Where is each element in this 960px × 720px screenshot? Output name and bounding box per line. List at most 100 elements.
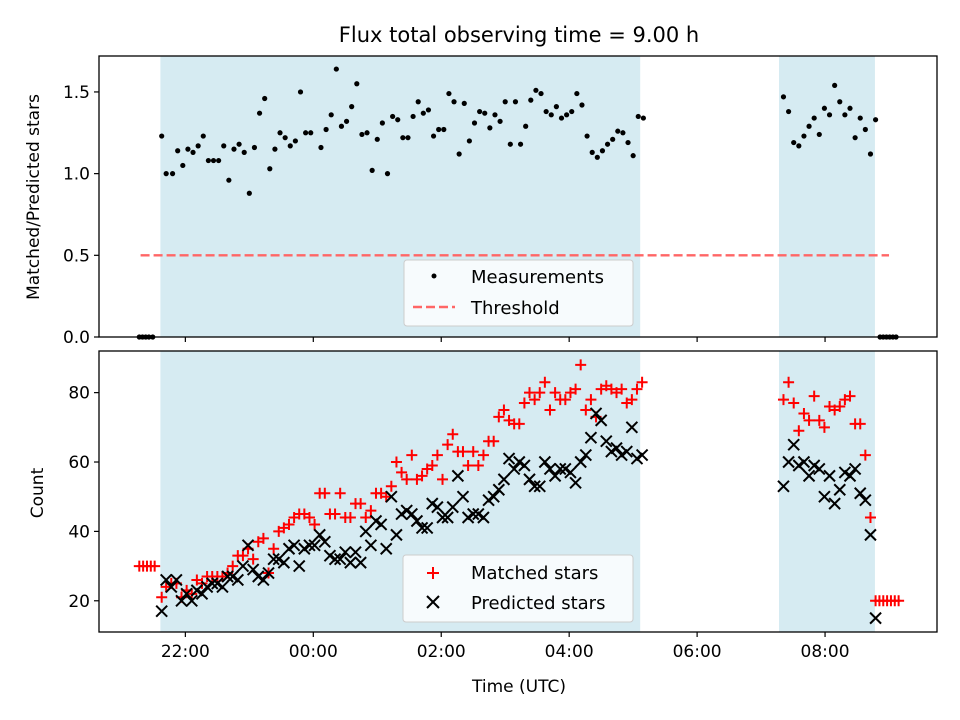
matched-star-point [457, 446, 469, 458]
predicted-star-point [554, 462, 567, 476]
predicted-star-point [236, 559, 250, 573]
predicted-star-point [354, 556, 367, 569]
predicted-star-point [635, 448, 649, 462]
measurement-point [175, 148, 181, 154]
legend-threshold-label: Threshold [470, 298, 560, 319]
matched-star-point [431, 449, 443, 461]
matched-star-point [437, 473, 449, 485]
predicted-star-point [420, 521, 434, 535]
measurement-point [303, 130, 309, 136]
predicted-star-point [477, 511, 490, 524]
measurement-point [589, 149, 595, 155]
matched-star-point [518, 397, 530, 409]
predicted-star-point [502, 452, 516, 465]
predicted-star-point [848, 462, 862, 476]
measurement-point [630, 153, 636, 159]
predicted-star-point [600, 434, 613, 448]
matched-star-point [360, 512, 372, 524]
matched-star-point [396, 466, 408, 478]
matched-star-point [788, 397, 800, 409]
matched-star-point [344, 512, 356, 524]
matched-star-point [808, 390, 820, 402]
matched-star-point [798, 407, 810, 419]
predicted-star-point [185, 594, 198, 607]
predicted-star-point [467, 507, 480, 521]
predicted-star-point [175, 594, 188, 607]
measurement-point [872, 117, 879, 123]
measurement-point [323, 126, 329, 133]
measurement-point [400, 135, 406, 141]
predicted-star-point [364, 539, 378, 552]
matched-star-point [257, 532, 269, 544]
predicted-star-point [833, 483, 846, 496]
measurement-point [251, 144, 258, 151]
matched-star-point [616, 383, 628, 395]
predicted-star-point [548, 469, 562, 483]
predicted-star-point [231, 573, 245, 587]
matched-star-point [237, 550, 249, 562]
measurement-point [297, 89, 304, 95]
measurement-point [569, 108, 575, 115]
bottom-y-axis-label: Count [28, 467, 48, 518]
y-tick-label: 40 [68, 522, 90, 542]
matched-star-point [585, 394, 597, 406]
predicted-star-point [543, 462, 557, 476]
matched-star-point [544, 404, 556, 416]
predicted-star-point [584, 431, 598, 444]
matched-star-point [477, 449, 489, 461]
matched-star-point [636, 376, 648, 388]
measurement-point [796, 143, 802, 149]
matched-star-point [549, 387, 561, 399]
bottom-axes-frame [98, 350, 938, 633]
bottom-legend-box [402, 554, 634, 623]
predicted-star-point [277, 556, 291, 569]
measurement-point [594, 154, 600, 160]
measurement-point [604, 141, 611, 147]
predicted-star-point [344, 556, 357, 569]
matched-star-point [467, 446, 479, 458]
measurement-point [492, 112, 498, 118]
measurement-point [441, 126, 447, 133]
measurement-points [136, 66, 899, 340]
predicted-star-point [257, 573, 270, 587]
predicted-star-point [451, 469, 465, 483]
measurement-point [635, 113, 641, 120]
measurement-point [543, 108, 549, 115]
predicted-star-point [507, 462, 521, 476]
bot-frame-border [98, 350, 938, 633]
measurement-point [816, 131, 822, 138]
measurement-point [780, 94, 787, 100]
matched-star-point [149, 560, 161, 572]
measurement-point [343, 118, 350, 124]
matched-star-point [524, 387, 536, 399]
measurement-point [256, 110, 263, 116]
measurement-point [216, 157, 222, 164]
predicted-star-point [180, 587, 193, 601]
predicted-star-point [221, 570, 234, 583]
measurement-point [185, 146, 191, 152]
measurement-point [292, 138, 298, 144]
matched-star-point [406, 449, 418, 461]
x-tick-label: 02:00 [417, 642, 466, 662]
predicted-star-point [492, 483, 506, 496]
matched-star-point [513, 418, 525, 430]
measurement-point [584, 133, 590, 139]
measurement-point [328, 112, 334, 118]
predicted-star-point [843, 469, 857, 483]
matched-star-point [559, 394, 571, 406]
measurement-point [338, 123, 345, 129]
matched-star-point [844, 390, 856, 402]
predicted-star-point [436, 511, 449, 524]
top-y-axis: 0.0 0.5 1.0 1.5 [63, 83, 99, 348]
measurement-point [262, 95, 268, 102]
y-tick-label: 1.5 [63, 83, 90, 103]
x-tick-label: 06:00 [673, 642, 722, 662]
predicted-star-point [359, 525, 372, 538]
measurement-point [236, 141, 242, 147]
predicted-star-point [818, 490, 831, 503]
measurement-point [487, 125, 493, 131]
predicted-star-point [287, 539, 301, 552]
measurement-point [277, 130, 283, 136]
matched-star-point [319, 487, 331, 499]
